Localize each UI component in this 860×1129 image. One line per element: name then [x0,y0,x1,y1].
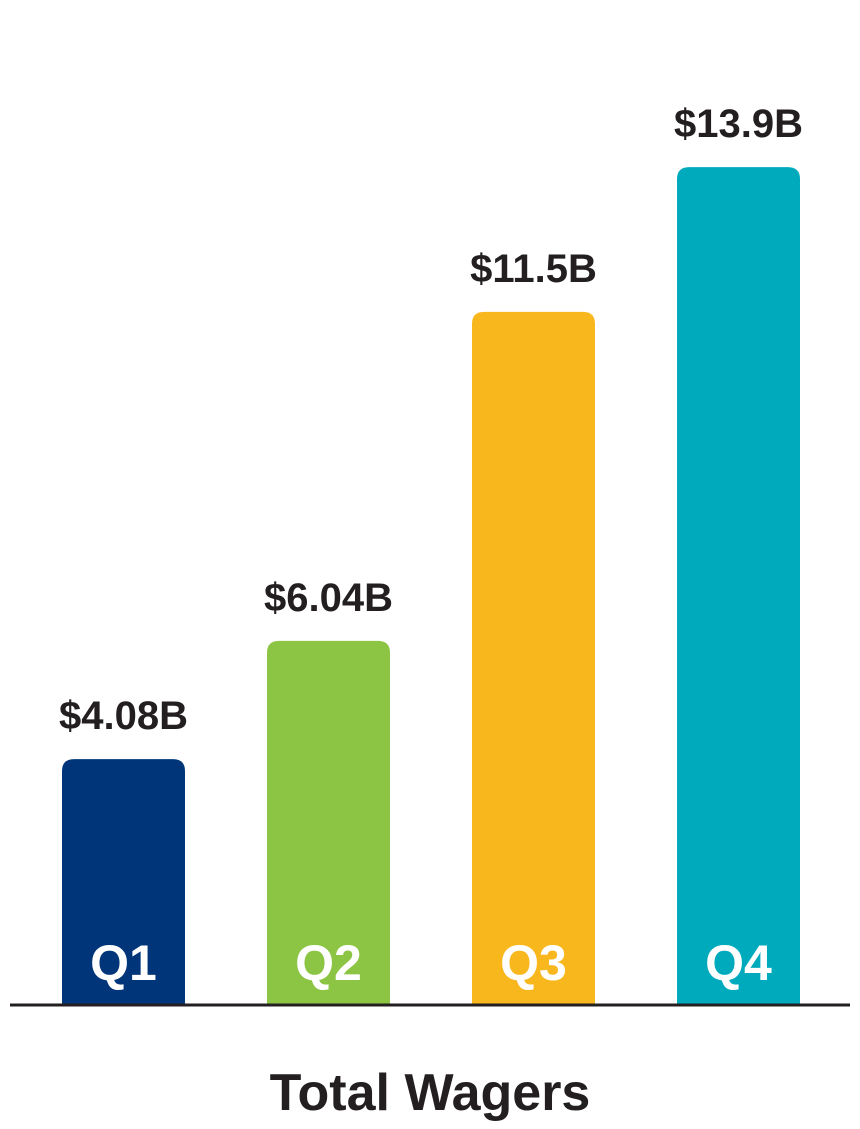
category-label-q4: Q4 [705,935,772,991]
bar-q4 [677,167,800,1005]
category-label-q3: Q3 [500,935,567,991]
value-label-q4: $13.9B [674,102,803,146]
chart-title: Total Wagers [270,1064,591,1122]
category-label-q2: Q2 [295,935,362,991]
bar-q2 [267,640,390,1005]
bar-group-q4: $13.9B Q4 [674,102,803,1005]
value-label-q1: $4.08B [59,694,188,738]
bars-layer: $4.08B Q1 $6.04B Q2 $11.5B Q3 $13.9B Q4 [59,102,803,1005]
value-label-q3: $11.5B [470,247,597,291]
bar-group-q1: $4.08B Q1 [59,694,188,1005]
value-label-q2: $6.04B [264,576,393,620]
category-label-q1: Q1 [90,935,157,991]
bar-group-q3: $11.5B Q3 [470,247,597,1005]
bar-q3 [472,311,595,1005]
bar-q1 [62,759,185,1005]
bar-group-q2: $6.04B Q2 [264,576,393,1005]
